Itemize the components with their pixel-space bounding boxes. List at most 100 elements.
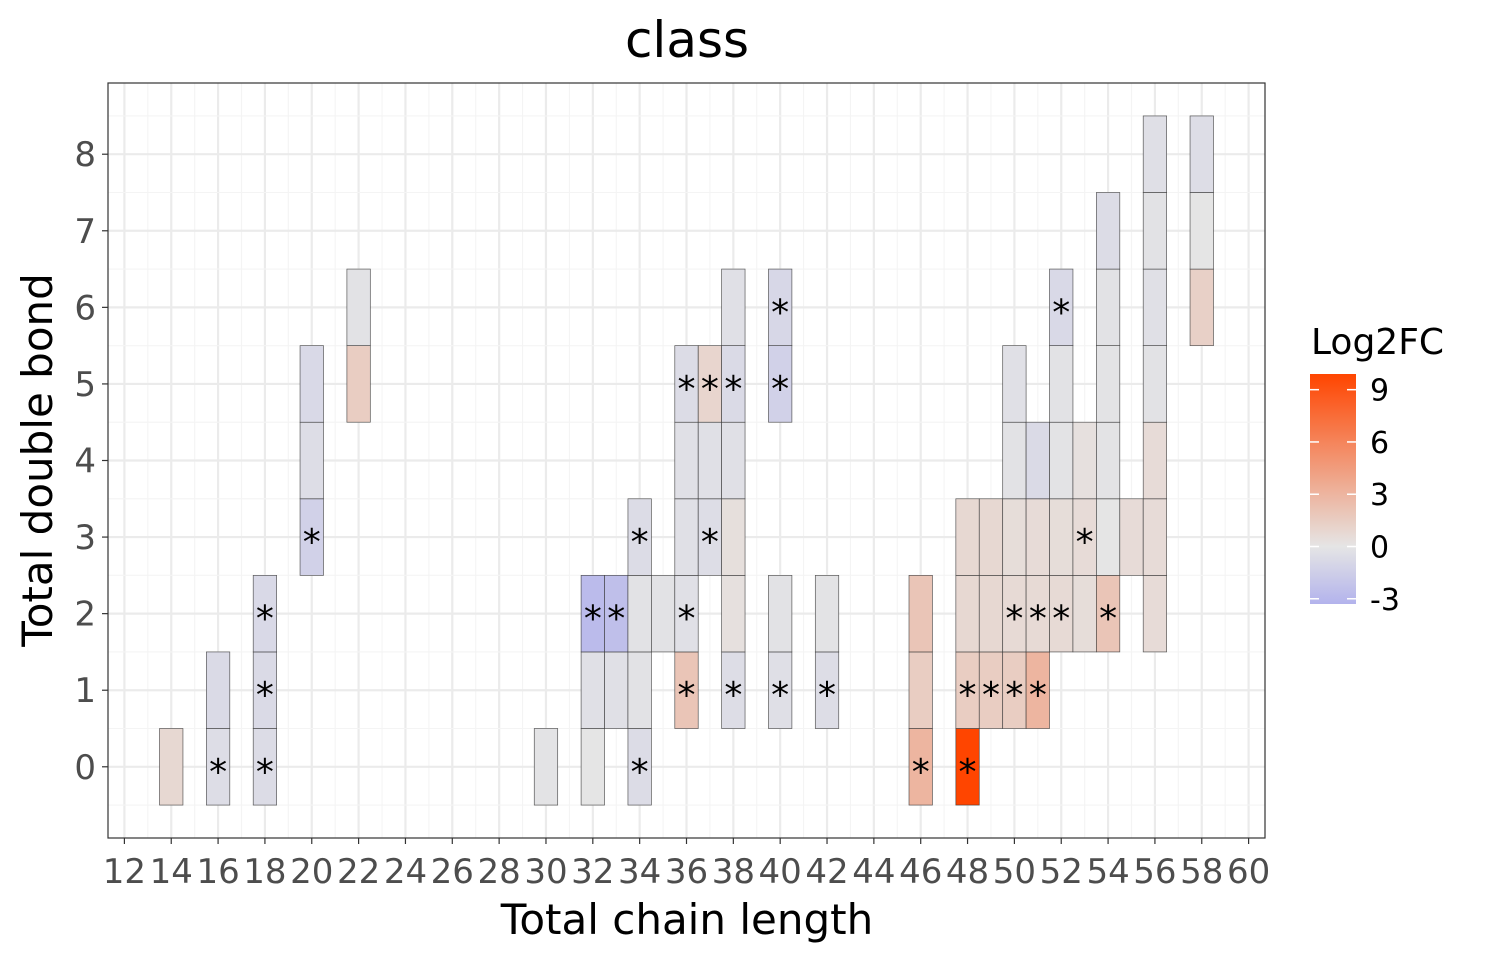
heatmap-tile — [768, 575, 793, 653]
heatmap-tile — [1002, 421, 1027, 500]
heatmap-tile — [1189, 268, 1214, 346]
x-tick-label: 26 — [431, 852, 474, 892]
significance-marker: * — [1029, 599, 1047, 640]
x-tick-label: 42 — [805, 852, 848, 892]
heatmap-tile — [206, 651, 231, 729]
significance-marker: * — [701, 522, 719, 563]
y-tick-label: 7 — [74, 212, 96, 252]
heatmap-tile — [674, 421, 699, 500]
significance-marker: * — [631, 522, 649, 563]
significance-marker: * — [959, 675, 977, 716]
x-tick-label: 52 — [1040, 852, 1083, 892]
x-tick-label: 36 — [665, 852, 708, 892]
significance-marker: * — [701, 369, 719, 410]
heatmap-tile — [1142, 268, 1167, 346]
heatmap-tile — [1025, 421, 1050, 500]
significance-marker: * — [912, 752, 930, 793]
significance-marker: * — [959, 752, 977, 793]
heatmap-tile — [1049, 268, 1074, 346]
x-tick-label: 30 — [524, 852, 567, 892]
x-tick-label: 16 — [196, 852, 239, 892]
heatmap-tile — [627, 575, 652, 653]
heatmap-tile — [721, 421, 746, 500]
significance-marker: * — [1099, 599, 1117, 640]
heatmap-tile — [697, 421, 722, 500]
heatmap-tile — [604, 651, 629, 729]
significance-marker: * — [1005, 675, 1023, 716]
heatmap-tile — [978, 575, 1004, 653]
heatmap-tile — [580, 728, 605, 806]
heatmap-tile — [159, 728, 184, 806]
y-tick-label: 8 — [74, 135, 96, 175]
x-axis-title: Total chain length — [500, 895, 873, 944]
x-tick-label: 56 — [1133, 852, 1176, 892]
significance-marker: * — [724, 369, 742, 410]
heatmap-tile — [299, 421, 324, 500]
significance-marker: * — [724, 675, 742, 716]
heatmap-tile — [814, 575, 840, 653]
heatmap-tile — [1189, 115, 1214, 193]
y-axis: 0 1 2 3 4 5 6 7 8 — [74, 135, 108, 788]
heatmap-tile — [1142, 421, 1167, 500]
x-tick-label: 18 — [243, 852, 286, 892]
legend-tick-label: 6 — [1370, 426, 1389, 461]
significance-marker: * — [771, 675, 789, 716]
x-tick-label: 20 — [290, 852, 333, 892]
legend-colorbar — [1310, 374, 1356, 604]
heatmap-tile — [908, 575, 933, 653]
significance-marker: * — [584, 599, 602, 640]
heatmap-tile — [1096, 192, 1121, 270]
x-tick-label: 46 — [899, 852, 942, 892]
heatmap-tile — [1189, 192, 1214, 270]
significance-marker: * — [678, 369, 696, 410]
heatmap-tile — [1025, 498, 1050, 576]
significance-marker: * — [256, 675, 274, 716]
heatmap-tile — [1096, 268, 1121, 346]
heatmap-tile — [252, 575, 277, 653]
x-tick-label: 50 — [993, 852, 1036, 892]
x-tick-label: 58 — [1180, 852, 1223, 892]
significance-marker: * — [771, 292, 789, 333]
legend-tick-label: 9 — [1370, 374, 1389, 409]
heatmap-tile — [721, 575, 746, 653]
heatmap-tile — [1072, 421, 1097, 500]
significance-marker: * — [256, 599, 274, 640]
legend: Log2FC 9 6 3 0 -3 — [1310, 322, 1444, 618]
heatmap-tile — [908, 651, 933, 729]
heatmap-tile — [955, 498, 980, 576]
x-tick-label: 44 — [852, 852, 895, 892]
significance-marker: * — [1052, 599, 1070, 640]
y-tick-label: 5 — [74, 365, 96, 405]
significance-marker: * — [1052, 292, 1070, 333]
legend-ticks: 9 6 3 0 -3 — [1310, 374, 1400, 618]
y-tick-label: 4 — [74, 442, 96, 482]
legend-tick-label: -3 — [1370, 583, 1400, 618]
x-tick-label: 60 — [1227, 852, 1270, 892]
heatmap-tile — [1142, 575, 1167, 653]
x-tick-label: 38 — [712, 852, 755, 892]
x-tick-label: 28 — [477, 852, 520, 892]
heatmap-tile — [299, 345, 324, 423]
heatmap-tile — [1096, 498, 1121, 576]
heatmap-tile — [1142, 192, 1167, 270]
tiles: * ***** *************** ** * **** **** — [159, 115, 1214, 806]
heatmap-tile — [533, 728, 559, 806]
significance-marker: * — [631, 752, 649, 793]
heatmap-tile — [346, 268, 371, 346]
heatmap-tile — [1002, 345, 1027, 423]
significance-marker: * — [1076, 522, 1094, 563]
heatmap-tile — [674, 498, 699, 576]
x-tick-label: 54 — [1086, 852, 1129, 892]
heatmap-tile — [1049, 345, 1074, 423]
heatmap-tile — [1142, 498, 1167, 576]
x-tick-label: 34 — [618, 852, 661, 892]
significance-marker: * — [607, 599, 625, 640]
significance-marker: * — [209, 752, 227, 793]
x-tick-label: 12 — [103, 852, 146, 892]
heatmap-tile — [1072, 575, 1097, 653]
significance-marker: * — [678, 599, 696, 640]
heatmap-tile — [1142, 345, 1167, 423]
significance-marker: * — [982, 675, 1000, 716]
heatmap-tile — [721, 498, 746, 576]
